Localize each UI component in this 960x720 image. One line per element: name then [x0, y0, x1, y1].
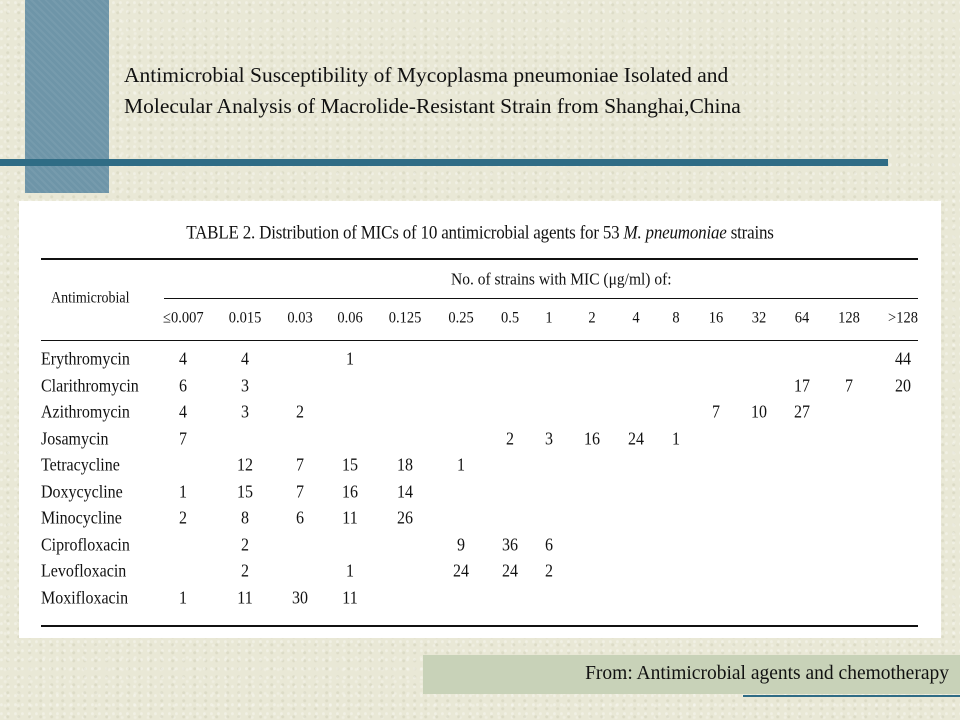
slide-title: Antimicrobial Susceptibility of Mycoplas…: [124, 60, 924, 122]
table-cell: 16: [342, 482, 358, 502]
row-label: Minocycline: [41, 508, 122, 528]
table-cell: 7: [296, 482, 304, 502]
column-header: 4: [632, 308, 640, 327]
row-label: Erythromycin: [41, 349, 130, 369]
table-cell: 20: [895, 376, 911, 396]
source-text: From: Antimicrobial agents and chemother…: [585, 663, 949, 684]
table-cell: 26: [397, 508, 413, 528]
table-cell: 3: [241, 402, 249, 422]
table-cell: 1: [346, 561, 354, 581]
column-header: ≤0.007: [163, 308, 204, 327]
column-header: 0.125: [388, 308, 422, 327]
table-cell: 7: [845, 376, 853, 396]
table-cell: 1: [179, 482, 187, 502]
column-header: 0.06: [337, 308, 363, 327]
table-cell: 6: [296, 508, 304, 528]
table-cell: 7: [179, 429, 187, 449]
table-cell: 3: [241, 376, 249, 396]
column-header: 0.03: [287, 308, 313, 327]
table-image-panel: TABLE 2. Distribution of MICs of 10 anti…: [19, 201, 941, 638]
row-label: Josamycin: [41, 429, 109, 449]
table-cell: 9: [457, 535, 465, 555]
table-cell: 10: [751, 402, 767, 422]
column-header: 32: [751, 308, 767, 327]
column-header: 0.25: [448, 308, 474, 327]
source-box: From: Antimicrobial agents and chemother…: [423, 655, 960, 694]
table-cell: 24: [453, 561, 469, 581]
table-cell: 4: [179, 402, 187, 422]
column-header: 2: [588, 308, 596, 327]
table-cell: 15: [237, 482, 253, 502]
table-cell: 11: [342, 588, 358, 608]
table-cell: 7: [712, 402, 720, 422]
table-cell: 11: [342, 508, 358, 528]
row-label: Ciprofloxacin: [41, 535, 130, 555]
table-cell: 1: [179, 588, 187, 608]
header-bottom-rule: [41, 340, 918, 341]
row-label: Clarithromycin: [41, 376, 139, 396]
table-cell: 12: [237, 455, 253, 475]
group-header-rule: [164, 298, 918, 299]
table-cell: 1: [346, 349, 354, 369]
caption-prefix: TABLE 2. Distribution of MICs of 10 anti…: [186, 222, 624, 243]
table-cell: 2: [296, 402, 304, 422]
row-label: Doxycycline: [41, 482, 123, 502]
column-header: 0.5: [500, 308, 520, 327]
row-label: Tetracycline: [41, 455, 120, 475]
table-cell: 1: [672, 429, 680, 449]
table-bottom-rule: [41, 625, 918, 627]
column-header: 1: [545, 308, 553, 327]
table-cell: 4: [179, 349, 187, 369]
table-cell: 15: [342, 455, 358, 475]
column-header: 128: [838, 308, 860, 327]
table-cell: 30: [292, 588, 308, 608]
table-cell: 8: [241, 508, 249, 528]
table-cell: 6: [545, 535, 553, 555]
row-label: Levofloxacin: [41, 561, 127, 581]
table-cell: 6: [179, 376, 187, 396]
table-cell: 18: [397, 455, 413, 475]
table-cell: 2: [545, 561, 553, 581]
table-cell: 2: [241, 561, 249, 581]
title-line-2: Molecular Analysis of Macrolide-Resistan…: [124, 94, 741, 118]
table-cell: 16: [584, 429, 600, 449]
table-cell: 14: [397, 482, 413, 502]
table-caption: TABLE 2. Distribution of MICs of 10 anti…: [19, 222, 941, 244]
column-header: 0.015: [228, 308, 262, 327]
column-header: >128: [888, 308, 918, 327]
table-cell: 3: [545, 429, 553, 449]
row-label: Moxifloxacin: [41, 588, 129, 608]
table-cell: 17: [794, 376, 810, 396]
caption-suffix: strains: [726, 222, 774, 243]
column-header: 16: [708, 308, 724, 327]
table-cell: 36: [502, 535, 518, 555]
caption-italic: M. pneumoniae: [623, 222, 727, 243]
table-cell: 11: [237, 588, 253, 608]
column-header: 8: [672, 308, 680, 327]
table-cell: 1: [457, 455, 465, 475]
table-top-rule: [41, 258, 918, 260]
group-header: No. of strains with MIC (μg/ml) of:: [451, 269, 672, 289]
source-underline: [743, 695, 960, 697]
table-cell: 7: [296, 455, 304, 475]
table-cell: 2: [506, 429, 514, 449]
table-cell: 24: [628, 429, 644, 449]
column-header: 64: [794, 308, 810, 327]
table-cell: 2: [179, 508, 187, 528]
row-header: Antimicrobial: [51, 290, 130, 307]
row-label: Azithromycin: [41, 402, 130, 422]
table-cell: 4: [241, 349, 249, 369]
table-cell: 44: [895, 349, 911, 369]
title-line-1: Antimicrobial Susceptibility of Mycoplas…: [124, 63, 729, 87]
decorative-bar: [0, 159, 888, 166]
table-cell: 2: [241, 535, 249, 555]
table-cell: 24: [502, 561, 518, 581]
table-cell: 27: [794, 402, 810, 422]
